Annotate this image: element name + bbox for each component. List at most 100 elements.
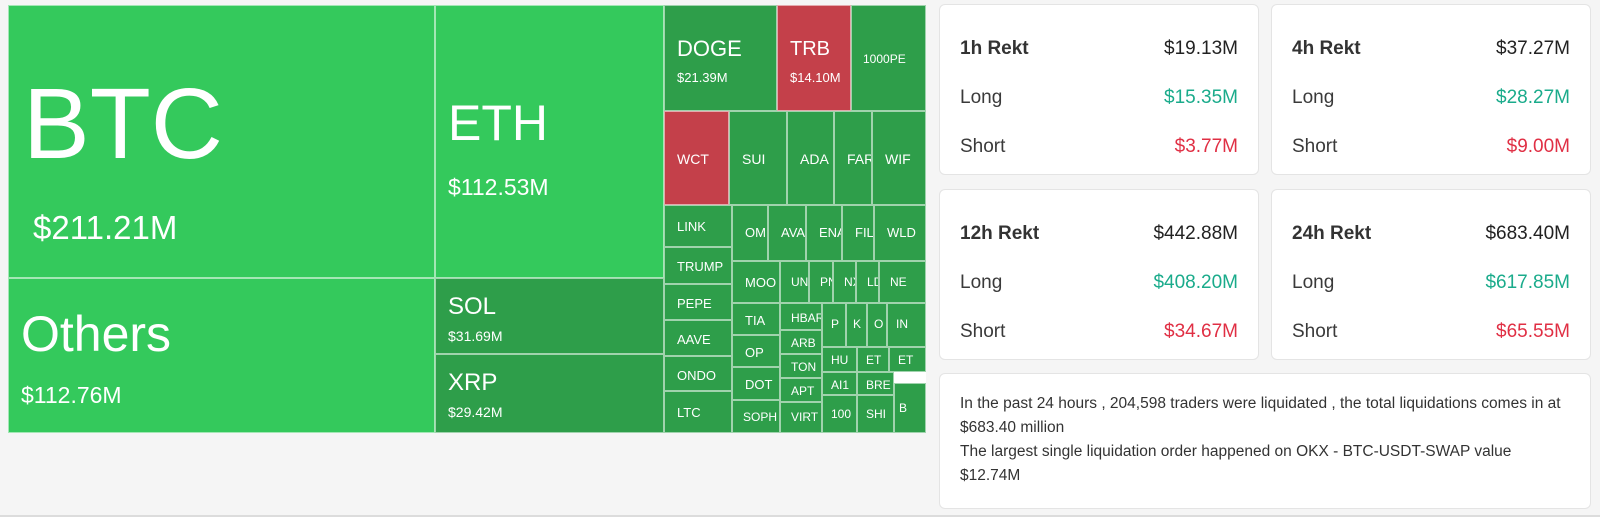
cell-symbol: 100 — [831, 407, 852, 421]
treemap-cell-sol[interactable]: SOL $31.69M — [435, 278, 664, 354]
treemap-cell-o[interactable]: O — [867, 303, 887, 347]
treemap-cell-soph[interactable]: SOPH — [732, 400, 780, 433]
treemap-cell-ld[interactable]: LD — [856, 261, 879, 303]
short-value: $34.67M — [1164, 321, 1238, 342]
stat-total: $19.13M — [1164, 38, 1238, 59]
treemap-cell-hbar[interactable]: HBAR — [780, 303, 822, 330]
treemap-cell-nx[interactable]: NX — [833, 261, 856, 303]
treemap-cell-b[interactable]: B — [894, 383, 926, 433]
treemap-cell-ne[interactable]: NE — [879, 261, 926, 303]
short-value: $9.00M — [1506, 136, 1570, 157]
cell-value: $29.42M — [448, 404, 503, 420]
cell-symbol: SOL — [448, 293, 497, 320]
cell-symbol: LTC — [677, 405, 701, 420]
treemap-cell-wct[interactable]: WCT — [664, 111, 729, 205]
treemap-cell-100[interactable]: 100 — [822, 395, 857, 433]
cell-symbol: ET — [898, 353, 914, 367]
treemap-cell-1000pe[interactable]: 1000PE — [851, 5, 926, 111]
stat-card-1h: 1h Rekt $19.13M Long $15.35M Short $3.77M — [939, 4, 1259, 175]
treemap-cell-hu[interactable]: HU — [822, 347, 857, 372]
treemap-cell-ada[interactable]: ADA — [787, 111, 834, 205]
cell-value: $211.21M — [33, 209, 178, 246]
cell-symbol: HU — [831, 353, 849, 367]
treemap-cell-btc[interactable]: BTC $211.21M — [8, 5, 435, 278]
cell-symbol: P — [831, 317, 840, 331]
cell-symbol: PEPE — [677, 296, 712, 311]
treemap-cell-apt[interactable]: APT — [780, 378, 822, 402]
treemap-cell-xrp[interactable]: XRP $29.42M — [435, 354, 664, 433]
cell-value: $21.39M — [677, 70, 728, 85]
cell-symbol: VIRT — [791, 410, 819, 424]
treemap-cell-p[interactable]: P — [822, 303, 846, 347]
short-label: Short — [1292, 136, 1338, 157]
treemap-cell-op[interactable]: OP — [732, 335, 780, 367]
treemap-cell-ondo[interactable]: ONDO — [664, 356, 732, 391]
stat-total: $683.40M — [1485, 223, 1570, 244]
cell-symbol: FAR — [847, 151, 872, 167]
cell-symbol: DOT — [745, 377, 773, 392]
treemap-cell-eth[interactable]: ETH $112.53M — [435, 5, 664, 278]
bottom-divider — [0, 515, 1600, 517]
treemap-cell-virt[interactable]: VIRT — [780, 402, 822, 433]
treemap-cell-et[interactable]: ET — [889, 347, 926, 372]
treemap-cell-fil[interactable]: FIL — [842, 205, 874, 261]
cell-symbol: NE — [890, 275, 907, 289]
cell-symbol: ENA — [819, 225, 841, 240]
cell-symbol: AI1 — [831, 378, 850, 392]
treemap-cell-pn[interactable]: PN — [809, 261, 833, 303]
long-value: $28.27M — [1496, 87, 1570, 108]
cell-symbol: IN — [896, 317, 908, 331]
treemap-cell-ton[interactable]: TON — [780, 354, 822, 378]
treemap-cell-un[interactable]: UN — [780, 261, 809, 303]
treemap-cell-sui[interactable]: SUI — [729, 111, 787, 205]
treemap-cell-shi[interactable]: SHI — [857, 395, 894, 433]
treemap-cell-pepe[interactable]: PEPE — [664, 284, 732, 320]
treemap-cell-wld[interactable]: WLD — [874, 205, 926, 261]
cell-value: $112.53M — [448, 174, 549, 200]
cell-symbol: 1000PE — [863, 52, 906, 66]
treemap-cell-trump[interactable]: TRUMP — [664, 247, 732, 284]
treemap-cell-tia[interactable]: TIA — [732, 303, 780, 335]
long-value: $408.20M — [1153, 272, 1238, 293]
cell-symbol: ADA — [800, 151, 829, 167]
treemap-cell-others[interactable]: Others $112.76M — [8, 278, 435, 433]
treemap-cell-ai1[interactable]: AI1 — [822, 372, 857, 395]
long-value: $15.35M — [1164, 87, 1238, 108]
cell-symbol: OM — [745, 225, 766, 240]
cell-symbol: LD — [867, 275, 878, 289]
stat-total: $37.27M — [1496, 38, 1570, 59]
treemap-cell-doge[interactable]: DOGE $21.39M — [664, 5, 777, 111]
treemap-cell-dot[interactable]: DOT — [732, 367, 780, 400]
treemap-cell-arb[interactable]: ARB — [780, 330, 822, 354]
cell-symbol: ETH — [448, 95, 548, 151]
treemap-cell-in[interactable]: IN — [887, 303, 926, 347]
treemap-cell-ltc[interactable]: LTC — [664, 391, 732, 433]
stat-title: 1h Rekt — [960, 38, 1029, 59]
treemap-cell-aave[interactable]: AAVE — [664, 320, 732, 356]
cell-symbol: ET — [866, 353, 882, 367]
treemap-cell-far[interactable]: FAR — [834, 111, 872, 205]
treemap-cell-trb[interactable]: TRB $14.10M — [777, 5, 851, 111]
cell-symbol: SHI — [866, 407, 887, 421]
treemap-cell-k[interactable]: K — [846, 303, 867, 347]
cell-symbol: ONDO — [677, 368, 716, 383]
treemap-cell-link[interactable]: LINK — [664, 205, 732, 247]
cell-symbol: Others — [21, 306, 172, 362]
short-label: Short — [960, 321, 1006, 342]
liquidation-summary: In the past 24 hours , 204,598 traders w… — [939, 373, 1591, 509]
summary-line-total: In the past 24 hours , 204,598 traders w… — [960, 395, 1561, 436]
cell-symbol: APT — [791, 384, 815, 398]
treemap-cell-ava[interactable]: AVA — [768, 205, 806, 261]
cell-value: $112.76M — [21, 382, 122, 408]
cell-value: $14.10M — [790, 70, 841, 85]
treemap-cell-om[interactable]: OM — [732, 205, 768, 261]
treemap-cell-wif[interactable]: WIF — [872, 111, 926, 205]
long-value: $617.85M — [1485, 272, 1570, 293]
stat-title: 12h Rekt — [960, 223, 1040, 244]
treemap-cell-ena[interactable]: ENA — [806, 205, 842, 261]
stat-total: $442.88M — [1153, 223, 1238, 244]
short-value: $3.77M — [1174, 136, 1238, 157]
treemap-cell-et[interactable]: ET — [857, 347, 889, 372]
treemap-cell-moo[interactable]: MOO — [732, 261, 780, 303]
treemap-cell-bre[interactable]: BRE — [857, 372, 894, 395]
